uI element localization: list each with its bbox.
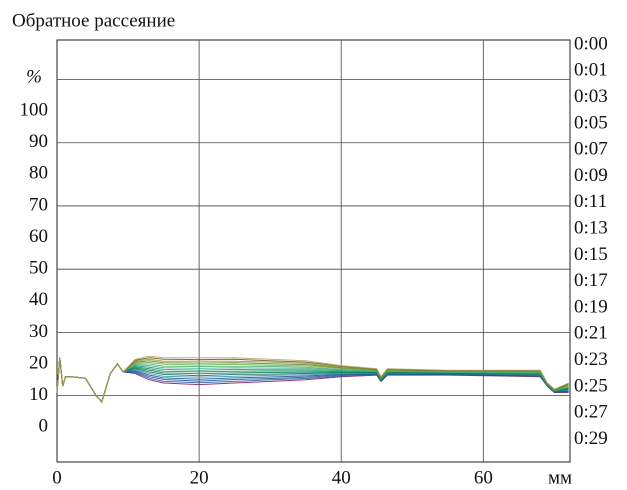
chart-title: Обратное рассеяние <box>12 10 175 31</box>
y-tick-label: 50 <box>29 258 48 279</box>
legend-entry: 0:29 <box>574 428 608 449</box>
legend-entry: 0:19 <box>574 296 608 317</box>
y-tick-label: 90 <box>29 131 48 152</box>
legend-entry: 0:27 <box>574 402 608 423</box>
y-tick-label: 80 <box>29 163 48 184</box>
x-tick-label: 40 <box>332 467 351 488</box>
legend-entry: 0:01 <box>574 60 608 81</box>
y-tick-label: 60 <box>29 226 48 247</box>
legend-entry: 0:21 <box>574 323 608 344</box>
legend-entry: 0:23 <box>574 349 608 370</box>
x-tick-label: 60 <box>474 467 493 488</box>
y-tick-label: 0 <box>39 416 49 437</box>
plot-frame <box>56 39 571 463</box>
legend-entry: 0:11 <box>574 191 607 212</box>
y-tick-label: 10 <box>29 384 48 405</box>
y-tick-label: 100 <box>20 99 49 120</box>
legend-entry: 0:09 <box>574 165 608 186</box>
y-tick-label: 20 <box>29 352 48 373</box>
legend-entry: 0:15 <box>574 244 608 265</box>
y-tick-label: 40 <box>29 289 48 310</box>
x-tick-label: 0 <box>52 467 62 488</box>
y-tick-label: 30 <box>29 321 48 342</box>
x-tick-label: 20 <box>190 467 209 488</box>
legend-entry: 0:13 <box>574 217 608 238</box>
legend-entry: 0:25 <box>574 375 608 396</box>
x-axis-label: мм <box>548 467 572 488</box>
legend-entry: 0:07 <box>574 139 608 160</box>
y-tick-label: 70 <box>29 194 48 215</box>
legend-entry: 0:05 <box>574 112 608 133</box>
legend-entry: 0:00 <box>574 33 608 54</box>
series-line <box>56 355 569 403</box>
y-axis-label: % <box>26 66 42 87</box>
legend-entry: 0:17 <box>574 270 608 291</box>
legend-entry: 0:03 <box>574 86 608 107</box>
